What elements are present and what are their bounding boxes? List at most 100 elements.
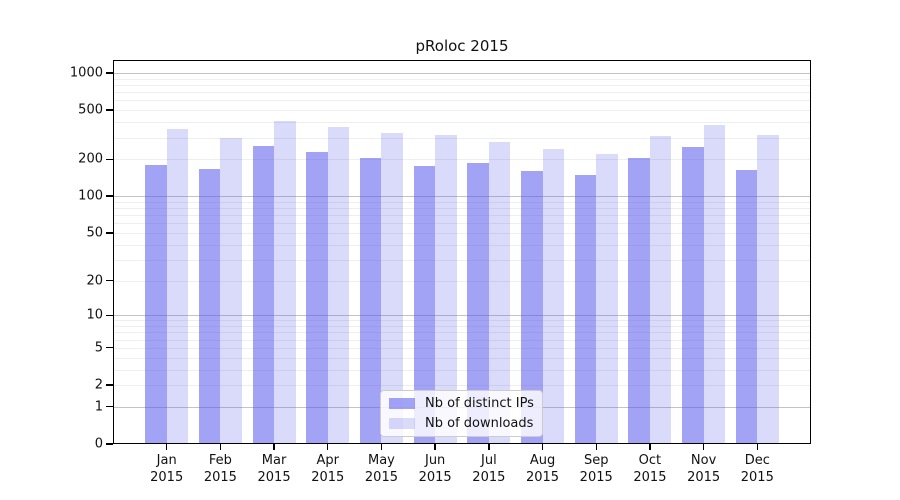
x-tick-year: 2015 (203, 470, 237, 485)
bar-downloads (542, 148, 565, 444)
gridline-minor (113, 347, 811, 349)
y-tick-mark (106, 384, 113, 386)
x-tick-month: Dec (744, 453, 770, 468)
bar-downloads (381, 133, 403, 444)
bar-distinct-ips (198, 168, 221, 444)
gridline-minor (113, 369, 811, 371)
x-tick-label: Feb 2015 (190, 452, 250, 486)
x-tick-mark (380, 444, 383, 450)
y-tick-label: 20 (86, 273, 103, 288)
bar-downloads (757, 135, 779, 444)
x-tick-year: 2015 (740, 470, 774, 485)
gridline-minor (113, 385, 811, 386)
x-tick-mark (595, 444, 597, 450)
gridline-minor (113, 159, 811, 161)
gridline-minor (113, 201, 811, 203)
x-tick-label: Dec 2015 (727, 452, 787, 486)
bar-distinct-ips (145, 164, 167, 444)
y-tick-mark (106, 443, 113, 445)
legend-item-downloads: Nb of downloads (389, 415, 534, 432)
y-tick-label: 5 (94, 340, 103, 356)
x-tick-month: Apr (316, 453, 340, 468)
gridline-minor (113, 339, 811, 341)
gridline-minor (113, 332, 811, 334)
y-tick-label: 500 (78, 102, 103, 118)
bar-distinct-ips (467, 162, 489, 444)
legend-swatch-distinct-ips (389, 398, 415, 409)
x-tick-mark (541, 444, 544, 450)
bar-downloads (596, 154, 618, 444)
x-tick-mark (649, 444, 651, 450)
x-tick-month: Oct (638, 453, 662, 468)
gridline-minor (113, 326, 811, 327)
y-tick-label: 200 (78, 151, 103, 167)
x-tick-year: 2015 (633, 470, 667, 485)
bar-distinct-ips (735, 170, 758, 444)
bar-downloads (327, 126, 350, 444)
y-tick-label: 50 (86, 225, 103, 241)
gridline-major (113, 196, 811, 198)
legend: Nb of distinct IPs Nb of downloads (380, 390, 543, 437)
gridline-minor (113, 215, 811, 217)
legend-item-distinct-ips: Nb of distinct IPs (389, 395, 534, 412)
x-tick-label: Jan 2015 (137, 452, 197, 486)
x-tick-year: 2015 (257, 470, 291, 485)
x-tick-month: Jul (481, 453, 497, 468)
x-tick-year: 2015 (150, 470, 184, 485)
x-tick-label: Jul 2015 (459, 452, 519, 486)
chart-title: pRoloc 2015 (415, 37, 509, 55)
y-tick-mark (106, 158, 113, 160)
x-tick-month: Jan (156, 453, 177, 468)
gridline-major (113, 73, 811, 74)
y-tick-label: 10 (86, 307, 103, 323)
bar-downloads (166, 129, 189, 444)
bar-distinct-ips (574, 174, 597, 444)
bar-downloads (488, 141, 511, 444)
x-tick-label: May 2015 (351, 452, 411, 486)
x-tick-label: Jun 2015 (405, 452, 465, 486)
x-tick-mark (219, 444, 222, 450)
x-tick-mark (702, 444, 705, 450)
y-tick-mark (106, 279, 113, 282)
gridline-minor (113, 244, 811, 246)
gridline-minor (113, 223, 811, 225)
bar-downloads (435, 134, 457, 444)
x-tick-label: Oct 2015 (620, 452, 680, 486)
x-tick-month: May (368, 453, 395, 468)
gridline-major (113, 315, 811, 317)
gridline-minor (113, 110, 811, 112)
bar-distinct-ips (682, 147, 704, 444)
plot-area (113, 60, 811, 444)
y-tick-label: 1000 (69, 65, 103, 81)
y-tick-mark (106, 314, 113, 316)
x-tick-month: Nov (690, 453, 717, 468)
x-tick-year: 2015 (311, 470, 345, 485)
y-tick-mark (106, 195, 113, 197)
bar-distinct-ips (628, 158, 650, 444)
x-tick-year: 2015 (364, 470, 398, 485)
bar-distinct-ips (252, 146, 275, 444)
y-tick-mark (106, 72, 113, 74)
bar-downloads (649, 136, 672, 444)
x-tick-month: Feb (208, 453, 232, 468)
y-tick-mark (106, 406, 113, 408)
y-tick-mark (106, 347, 113, 349)
x-tick-mark (273, 444, 275, 450)
x-tick-year: 2015 (687, 470, 721, 485)
x-tick-mark (488, 444, 490, 450)
gridline-minor (113, 357, 811, 359)
gridline-minor (113, 100, 811, 102)
legend-label-distinct-ips: Nb of distinct IPs (425, 396, 534, 411)
x-tick-month: Jun (424, 453, 446, 468)
y-tick-mark (106, 109, 113, 111)
x-tick-mark (756, 444, 758, 450)
x-tick-label: Sep 2015 (566, 452, 626, 486)
gridline-minor (113, 280, 811, 282)
x-tick-year: 2015 (525, 470, 560, 485)
gridline-minor (113, 92, 811, 94)
x-tick-mark (165, 444, 168, 450)
gridline-minor (113, 78, 811, 80)
x-tick-year: 2015 (472, 470, 506, 485)
bar-distinct-ips (359, 158, 382, 444)
y-tick-label: 2 (94, 377, 103, 393)
